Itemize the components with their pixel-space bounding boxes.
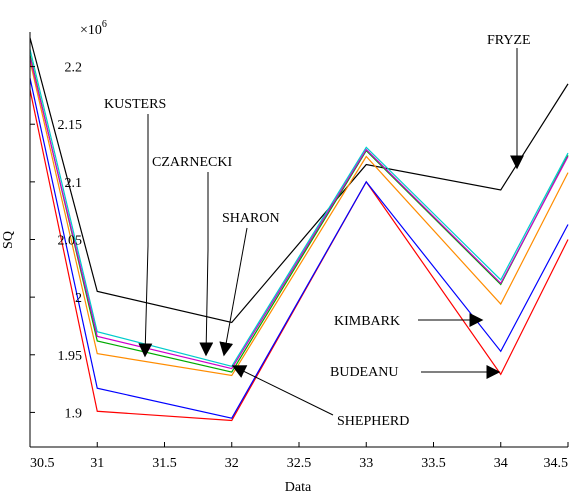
y-tick-label: 1.9 — [65, 406, 83, 421]
y-axis-label: SQ — [1, 231, 16, 249]
series-line-3 — [29, 60, 569, 377]
y-tick-label: 2.05 — [58, 234, 83, 249]
annotation-budeanu-label: BUDEANU — [330, 365, 398, 380]
x-tick-label: 32 — [225, 456, 239, 471]
x-tick-label: 31 — [90, 456, 104, 471]
series-line-1 — [29, 77, 569, 419]
y-tick-label: 2.15 — [58, 118, 83, 133]
x-tick-label: 31.5 — [152, 456, 177, 471]
series-line-6 — [29, 57, 569, 370]
series-line-5 — [29, 49, 569, 367]
annotation-kimbark-label: KIMBARK — [334, 314, 400, 329]
annotation-czarnecki-label: CZARNECKI — [152, 155, 232, 170]
y-tick-label: 2.2 — [65, 61, 83, 76]
y-tick-layer: 1.9 1.95 2 2.05 2.1 2.15 2.2 — [30, 61, 83, 421]
series-layer — [29, 37, 569, 422]
x-tick-label: 33.5 — [421, 456, 446, 471]
y-tick-label: 2 — [75, 291, 82, 306]
plot-area — [30, 32, 568, 447]
annotation-sharon-arrow — [219, 227, 248, 357]
x-tick-label: 33 — [359, 456, 373, 471]
y-tick-label: 2.1 — [65, 176, 83, 191]
x-tick-label: 32.5 — [287, 456, 312, 471]
x-tick-label: 34.5 — [544, 456, 569, 471]
series-line-2 — [29, 37, 569, 324]
annotation-kusters-label: KUSTERS — [104, 97, 166, 112]
annotation-shepherd-label: SHEPHERD — [337, 414, 409, 429]
annotation-kusters-arrow — [138, 114, 153, 358]
annotation-sharon-label: SHARON — [222, 211, 280, 226]
x-tick-layer: 30.5 31 31.5 32 32.5 33 33.5 34 34.5 — [29, 442, 569, 471]
annotation-fryze-label: FRYZE — [487, 33, 531, 48]
annotation-layer: FRYZE KUSTERS CZARNECKI SHARON KIMBARK B… — [104, 33, 531, 429]
x-tick-label: 34 — [494, 456, 508, 471]
annotation-shepherd-arrow — [231, 365, 334, 416]
y-exponent-multiplier: ×106 — [80, 19, 107, 38]
annotation-czarnecki-arrow — [199, 172, 214, 357]
x-tick-label: 30.5 — [30, 456, 55, 471]
x-axis-label: Data — [285, 480, 312, 491]
y-tick-label: 1.95 — [58, 349, 83, 364]
